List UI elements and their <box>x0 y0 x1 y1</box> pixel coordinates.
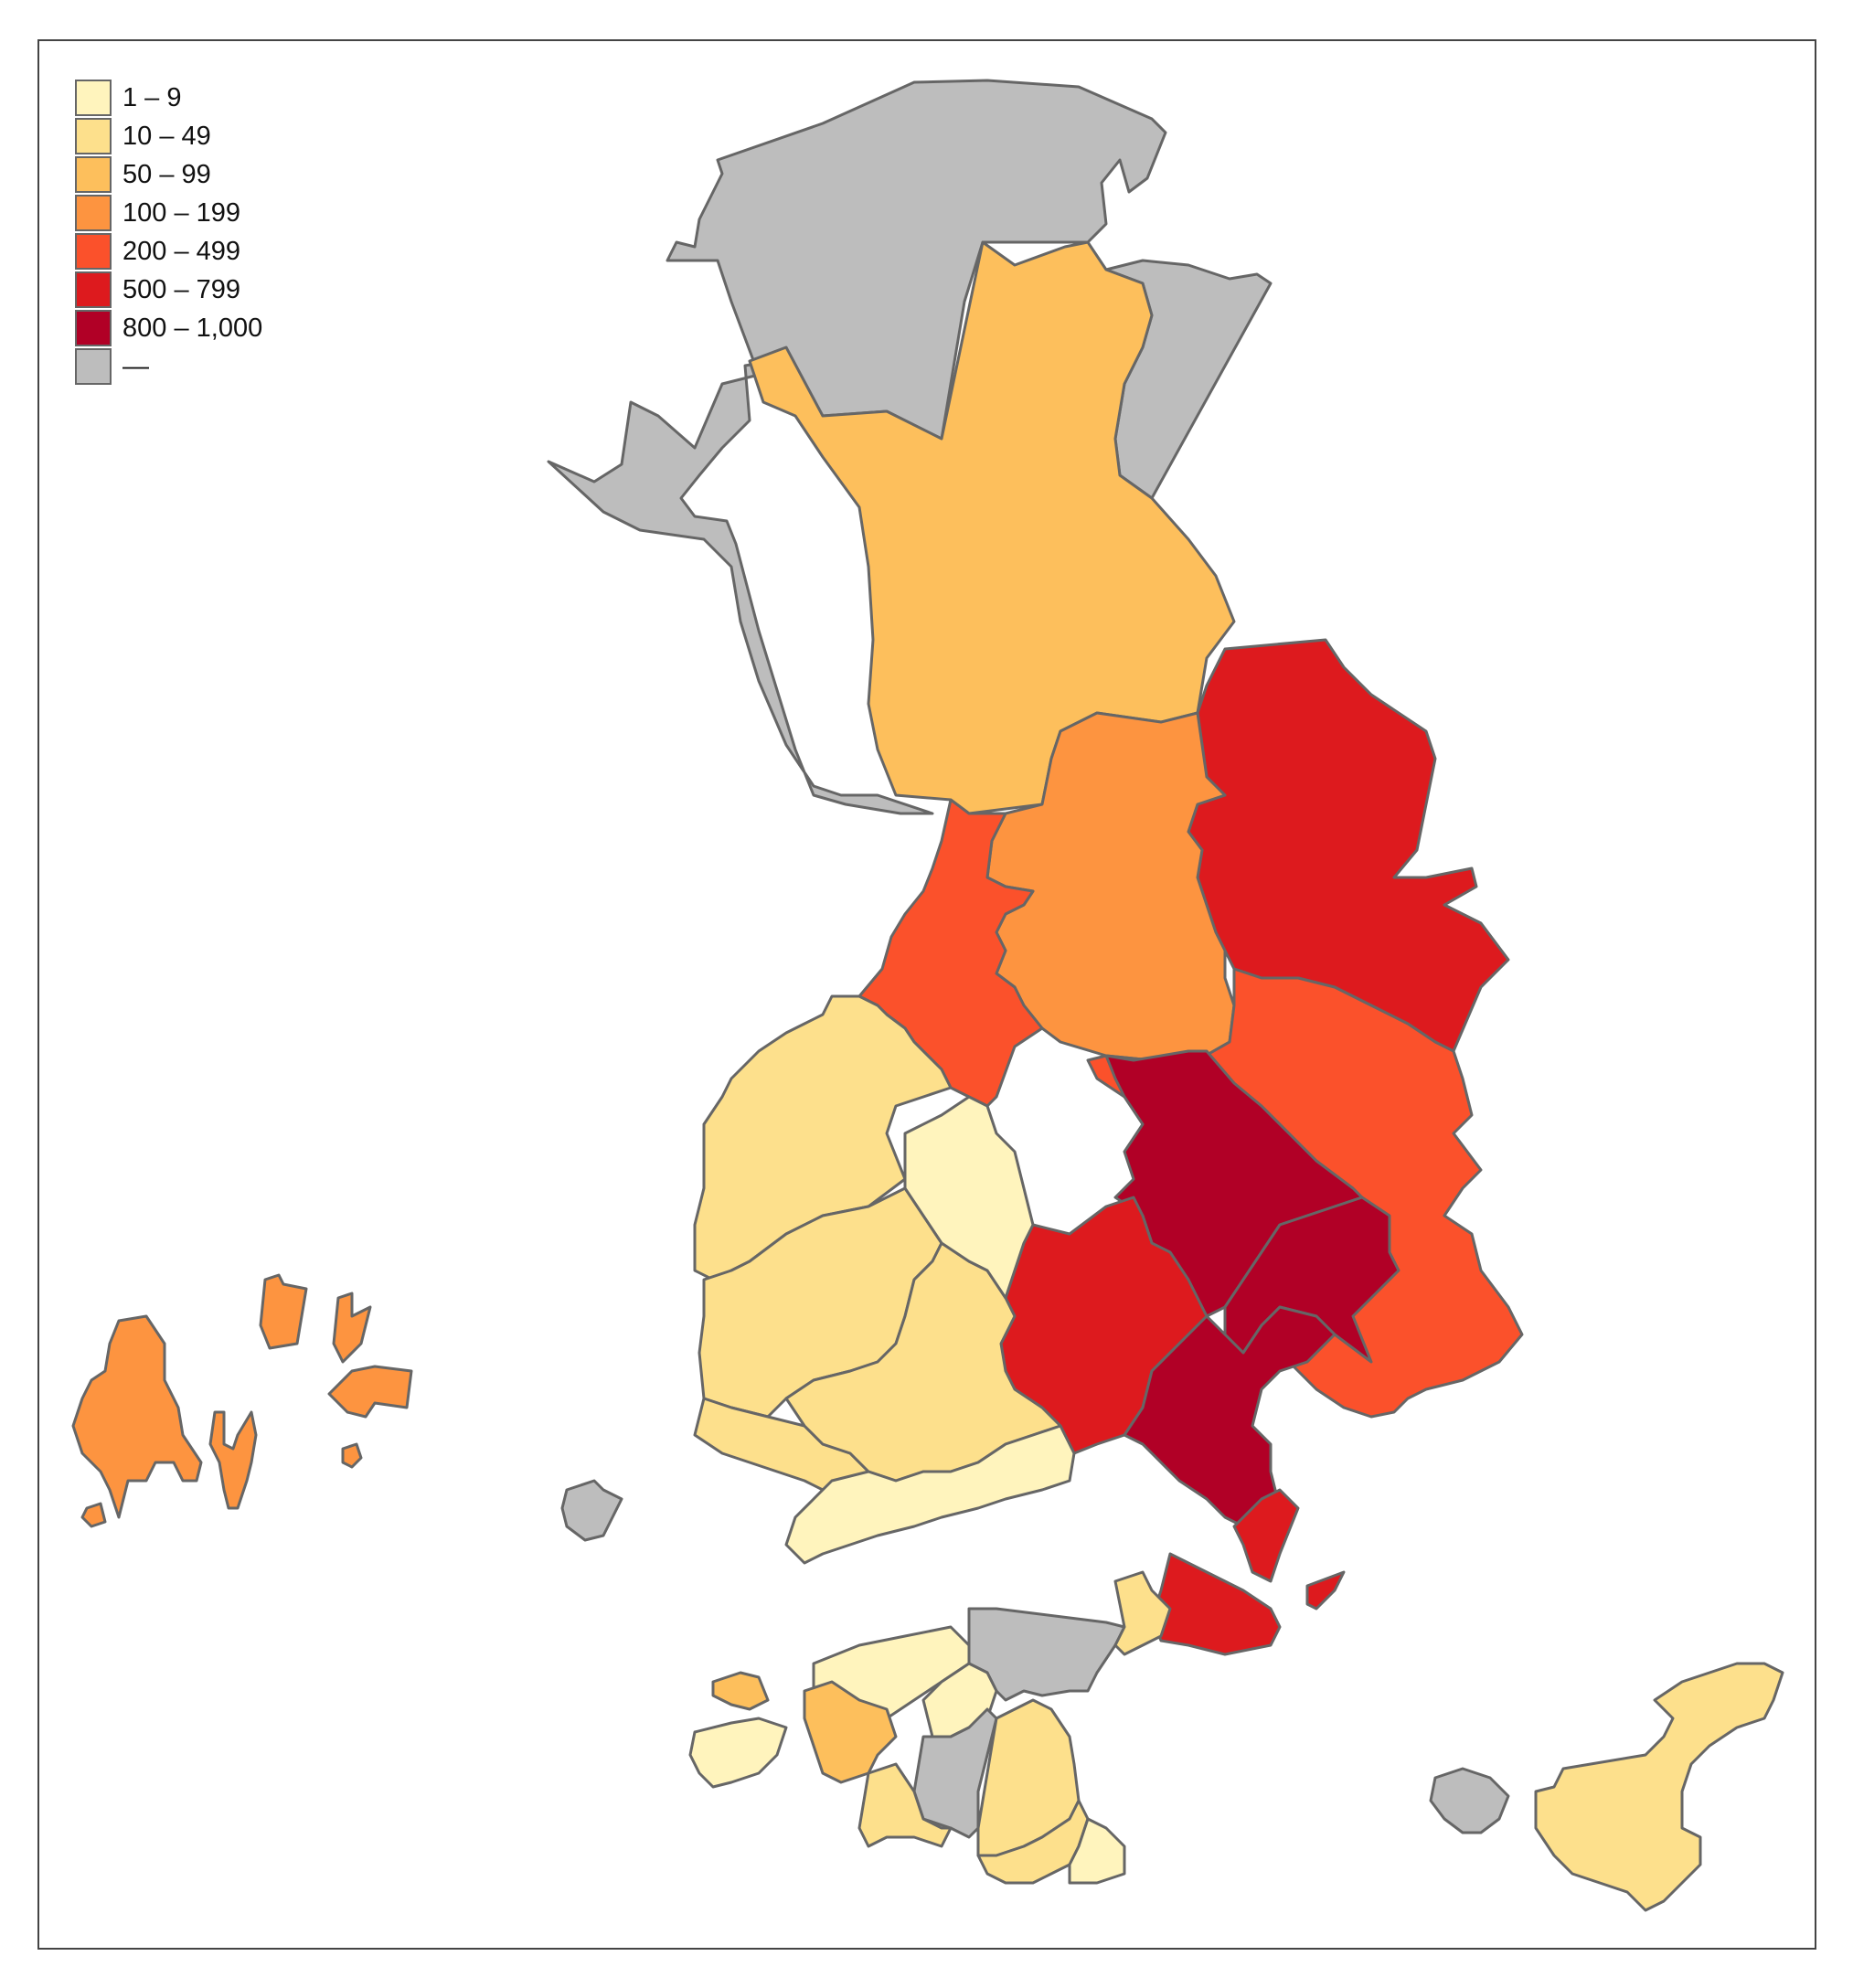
legend-label: — <box>122 351 149 381</box>
region-west-island-2 <box>208 1410 258 1510</box>
legend-row: 500 – 799 <box>75 271 262 309</box>
region-northwest <box>547 79 1167 815</box>
legend-label: 50 – 99 <box>122 159 211 189</box>
region-west-island-main <box>71 1314 203 1519</box>
region-uusimaa-east <box>1232 1488 1300 1583</box>
region-aland <box>560 1479 623 1542</box>
region-west-island-3 <box>259 1273 308 1350</box>
region-west-island-4 <box>332 1292 372 1364</box>
region-west-coast <box>857 798 1044 1108</box>
region-west-island-7 <box>341 1442 363 1469</box>
region-south-central <box>1123 1305 1337 1537</box>
legend-row: — <box>75 347 262 386</box>
legend-swatch <box>75 271 112 308</box>
region-far-southeast-grey <box>1429 1767 1510 1834</box>
legend-row: 10 – 49 <box>75 117 262 155</box>
legend-label: 100 – 199 <box>122 197 241 228</box>
region-far-southeast <box>1534 1662 1784 1912</box>
legend-swatch <box>75 195 112 231</box>
region-south-orange <box>803 1680 898 1784</box>
legend-swatch <box>75 348 112 385</box>
legend-label: 200 – 499 <box>122 236 241 266</box>
region-southwest-coast <box>784 1424 1076 1565</box>
region-south-lower-left <box>857 1762 953 1848</box>
legend-label: 1 – 9 <box>122 82 182 112</box>
legend: 1 – 9 10 – 49 50 – 99 100 – 199 200 – 49… <box>75 79 262 386</box>
region-south-west-island-2 <box>711 1671 770 1711</box>
legend-label: 500 – 799 <box>122 274 241 304</box>
region-south-west-island <box>688 1717 788 1789</box>
region-north <box>748 240 1236 815</box>
region-south-bottom-right <box>1068 1817 1126 1885</box>
region-south-east-yellow <box>1113 1570 1172 1656</box>
legend-row: 200 – 499 <box>75 232 262 271</box>
region-islet-east <box>1305 1570 1346 1611</box>
region-west-island-6 <box>80 1502 107 1528</box>
legend-row: 50 – 99 <box>75 155 262 194</box>
legend-row: 800 – 1,000 <box>75 309 262 347</box>
region-central-west <box>903 1095 1035 1300</box>
legend-label: 10 – 49 <box>122 121 211 151</box>
legend-row: 100 – 199 <box>75 194 262 232</box>
region-west-island-5 <box>327 1365 413 1419</box>
legend-label: 800 – 1,000 <box>122 313 263 343</box>
legend-swatch <box>75 118 112 154</box>
legend-swatch <box>75 310 112 346</box>
legend-swatch <box>75 233 112 270</box>
legend-row: 1 – 9 <box>75 79 262 117</box>
legend-swatch <box>75 156 112 193</box>
legend-swatch <box>75 80 112 116</box>
